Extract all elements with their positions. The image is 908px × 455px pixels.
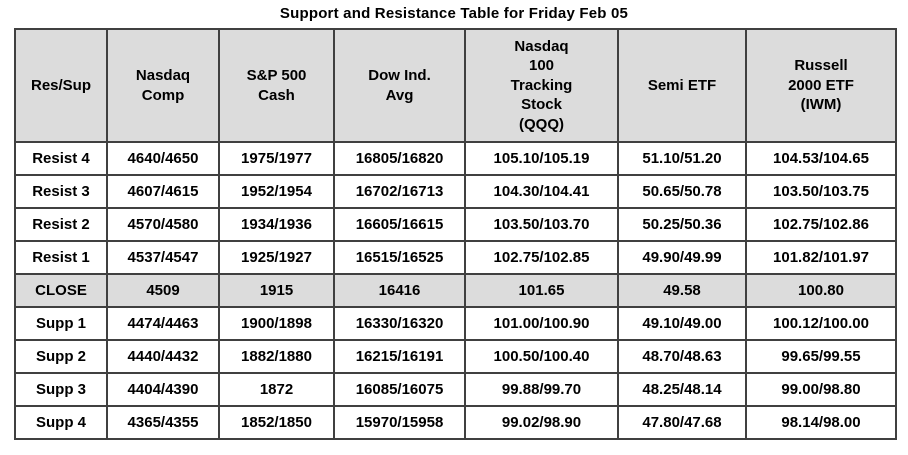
row-label: Supp 3	[14, 372, 108, 407]
row-label: Supp 2	[14, 339, 108, 374]
cell: 4570/4580	[106, 207, 220, 242]
cell: 99.88/99.70	[464, 372, 619, 407]
cell: 4474/4463	[106, 306, 220, 341]
cell: 48.70/48.63	[617, 339, 747, 374]
cell: 49.10/49.00	[617, 306, 747, 341]
cell: 4365/4355	[106, 405, 220, 440]
cell: 50.25/50.36	[617, 207, 747, 242]
cell: 4509	[106, 273, 220, 308]
cell: 16085/16075	[333, 372, 466, 407]
cell: 50.65/50.78	[617, 174, 747, 209]
column-header-nasdaq-comp: Nasdaq Comp	[106, 28, 220, 143]
table-row-supp-2: Supp 2 4440/4432 1882/1880 16215/16191 1…	[14, 339, 897, 374]
cell: 99.02/98.90	[464, 405, 619, 440]
cell: 102.75/102.86	[745, 207, 897, 242]
row-label: Supp 1	[14, 306, 108, 341]
cell: 16605/16615	[333, 207, 466, 242]
cell: 51.10/51.20	[617, 141, 747, 176]
cell: 100.12/100.00	[745, 306, 897, 341]
cell: 102.75/102.85	[464, 240, 619, 275]
table-row-supp-1: Supp 1 4474/4463 1900/1898 16330/16320 1…	[14, 306, 897, 341]
cell: 103.50/103.75	[745, 174, 897, 209]
cell: 1900/1898	[218, 306, 335, 341]
cell: 4607/4615	[106, 174, 220, 209]
cell: 16416	[333, 273, 466, 308]
cell: 104.30/104.41	[464, 174, 619, 209]
cell: 101.82/101.97	[745, 240, 897, 275]
support-resistance-table: Res/Sup Nasdaq Comp S&P 500 Cash Dow Ind…	[14, 28, 897, 440]
row-label: Resist 3	[14, 174, 108, 209]
cell: 1934/1936	[218, 207, 335, 242]
row-label: Resist 1	[14, 240, 108, 275]
cell: 101.00/100.90	[464, 306, 619, 341]
cell: 99.65/99.55	[745, 339, 897, 374]
cell: 49.58	[617, 273, 747, 308]
cell: 49.90/49.99	[617, 240, 747, 275]
cell: 104.53/104.65	[745, 141, 897, 176]
cell: 105.10/105.19	[464, 141, 619, 176]
cell: 1915	[218, 273, 335, 308]
column-header-sp500-cash: S&P 500 Cash	[218, 28, 335, 143]
cell: 48.25/48.14	[617, 372, 747, 407]
row-label: Resist 4	[14, 141, 108, 176]
row-label: Supp 4	[14, 405, 108, 440]
cell: 4440/4432	[106, 339, 220, 374]
table-row-resist-4: Resist 4 4640/4650 1975/1977 16805/16820…	[14, 141, 897, 176]
cell: 4640/4650	[106, 141, 220, 176]
cell: 1952/1954	[218, 174, 335, 209]
column-header-res-sup: Res/Sup	[14, 28, 108, 143]
column-header-russell-2000-iwm: Russell 2000 ETF (IWM)	[745, 28, 897, 143]
cell: 16805/16820	[333, 141, 466, 176]
cell: 16215/16191	[333, 339, 466, 374]
cell: 4537/4547	[106, 240, 220, 275]
cell: 47.80/47.68	[617, 405, 747, 440]
cell: 4404/4390	[106, 372, 220, 407]
cell: 99.00/98.80	[745, 372, 897, 407]
cell: 101.65	[464, 273, 619, 308]
cell: 1852/1850	[218, 405, 335, 440]
cell: 16330/16320	[333, 306, 466, 341]
cell: 1882/1880	[218, 339, 335, 374]
cell: 16515/16525	[333, 240, 466, 275]
table-row-resist-3: Resist 3 4607/4615 1952/1954 16702/16713…	[14, 174, 897, 209]
row-label: Resist 2	[14, 207, 108, 242]
table-row-close: CLOSE 4509 1915 16416 101.65 49.58 100.8…	[14, 273, 897, 308]
table-row-supp-3: Supp 3 4404/4390 1872 16085/16075 99.88/…	[14, 372, 897, 407]
cell: 1872	[218, 372, 335, 407]
cell: 100.80	[745, 273, 897, 308]
table-row-resist-2: Resist 2 4570/4580 1934/1936 16605/16615…	[14, 207, 897, 242]
cell: 100.50/100.40	[464, 339, 619, 374]
cell: 16702/16713	[333, 174, 466, 209]
cell: 1925/1927	[218, 240, 335, 275]
row-label: CLOSE	[14, 273, 108, 308]
column-header-nasdaq100-qqq: Nasdaq 100 Tracking Stock (QQQ)	[464, 28, 619, 143]
cell: 103.50/103.70	[464, 207, 619, 242]
column-header-dow-ind-avg: Dow Ind. Avg	[333, 28, 466, 143]
cell: 1975/1977	[218, 141, 335, 176]
cell: 15970/15958	[333, 405, 466, 440]
table-row-supp-4: Supp 4 4365/4355 1852/1850 15970/15958 9…	[14, 405, 897, 440]
cell: 98.14/98.00	[745, 405, 897, 440]
column-header-semi-etf: Semi ETF	[617, 28, 747, 143]
header-row: Res/Sup Nasdaq Comp S&P 500 Cash Dow Ind…	[14, 28, 897, 143]
table-title: Support and Resistance Table for Friday …	[279, 5, 629, 22]
table-row-resist-1: Resist 1 4537/4547 1925/1927 16515/16525…	[14, 240, 897, 275]
